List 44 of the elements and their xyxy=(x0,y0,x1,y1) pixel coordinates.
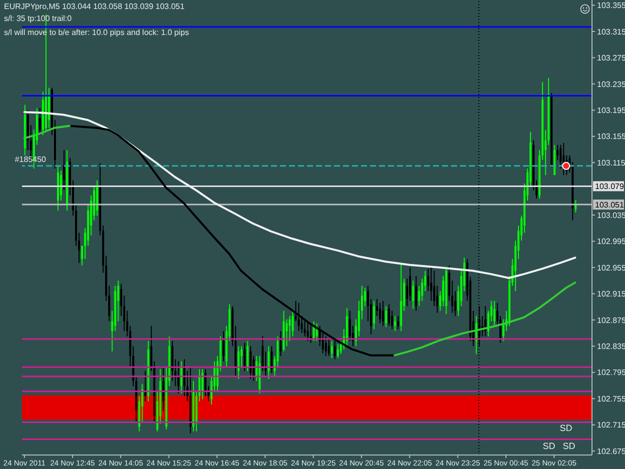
candlestick xyxy=(298,302,300,332)
chart-title: EURJPYpro,M5 103.044 103.058 103.039 103.051 xyxy=(4,2,184,12)
annotation: SD xyxy=(562,441,576,451)
candlestick xyxy=(60,170,62,202)
candlestick xyxy=(262,336,264,372)
ref-line-label: 103.079 xyxy=(595,182,624,192)
y-tick-label: 103.115 xyxy=(597,158,625,168)
candlestick xyxy=(415,276,418,312)
candlestick xyxy=(306,320,309,342)
annotation: SD xyxy=(560,423,572,433)
candlestick xyxy=(388,304,390,326)
candlestick xyxy=(162,366,164,412)
candlestick xyxy=(238,346,240,380)
candlestick xyxy=(385,306,388,328)
candlestick xyxy=(250,346,252,380)
candlestick xyxy=(336,344,339,358)
candlestick xyxy=(556,144,559,160)
candlestick xyxy=(286,318,288,347)
candlestick xyxy=(63,150,66,191)
candlestick xyxy=(304,318,306,337)
candlestick xyxy=(222,330,225,362)
candlestick xyxy=(244,342,246,372)
annotation: SD xyxy=(542,441,556,451)
candlestick xyxy=(379,302,382,324)
candlestick xyxy=(382,300,384,326)
candlestick xyxy=(38,108,41,136)
candlestick xyxy=(448,265,450,302)
candlestick xyxy=(397,316,400,330)
candlestick xyxy=(373,300,376,330)
candlestick xyxy=(328,338,330,356)
line-series xyxy=(68,124,396,356)
candlestick xyxy=(330,340,333,358)
candlestick xyxy=(451,280,454,314)
candlestick xyxy=(394,316,396,332)
candlestick xyxy=(246,340,249,372)
candlestick xyxy=(270,346,273,374)
candlestick xyxy=(268,346,270,380)
candlestick xyxy=(177,360,180,394)
candlestick xyxy=(493,300,496,326)
ref-line-label: 103.051 xyxy=(595,200,624,210)
candlestick xyxy=(280,330,282,356)
candlestick xyxy=(316,322,318,342)
candlestick xyxy=(292,310,294,337)
candlestick xyxy=(412,280,414,310)
